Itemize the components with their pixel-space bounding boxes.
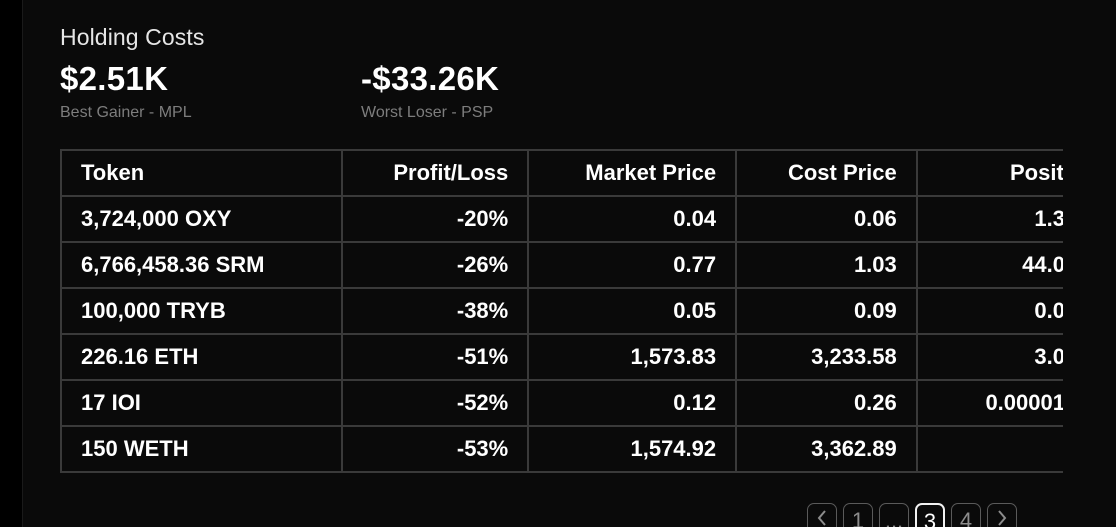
best-gainer-stat: $2.51K Best Gainer - MPL [60,60,192,122]
cell-market-price: 1,573.83 [527,333,738,381]
page-button-3[interactable]: 3 [915,503,945,527]
cell-token: 100,000 TRYB [60,287,343,335]
column-header-token[interactable]: Token [60,149,343,197]
cell-cost-price: 3,362.89 [735,425,918,473]
cell-profit-loss: -38% [340,287,530,335]
cell-position: 2% [915,425,1063,473]
page-button-1[interactable]: 1 [843,503,873,527]
column-header-profit-loss[interactable]: Profit/Loss [340,149,530,197]
cell-token: 3,724,000 OXY [60,195,343,243]
cell-position: 3.01% [915,333,1063,381]
pagination: 1 ... 3 4 [807,503,1017,527]
cell-position-value: 0.000018% [985,390,1063,415]
page-ellipsis[interactable]: ... [879,503,909,527]
table-row[interactable]: 226.16 ETH -51% 1,573.83 3,233.58 3.01% [60,333,1063,381]
cell-market-price: 0.12 [527,379,738,427]
cell-profit-loss: -20% [340,195,530,243]
cell-profit-loss: -51% [340,333,530,381]
column-header-market-price[interactable]: Market Price [527,149,738,197]
cell-token: 17 IOI [60,379,343,427]
cell-position-value: 44.01% [1022,252,1063,277]
next-page-button[interactable] [987,503,1017,527]
cell-position-value: 1.39% [1034,206,1063,231]
cell-token: 150 WETH [60,425,343,473]
cell-position: 44.01% [915,241,1063,289]
holding-costs-panel: Holding Costs $2.51K Best Gainer - MPL -… [22,0,1116,527]
cell-cost-price: 1.03 [735,241,918,289]
holdings-table-container[interactable]: Token Profit/Loss Market Price Cost Pric… [60,149,1063,486]
cell-cost-price: 0.06 [735,195,918,243]
cell-market-price: 1,574.92 [527,425,738,473]
column-header-position-label: Position [1009,160,1063,185]
table-row[interactable]: 17 IOI -52% 0.12 0.26 0.000018% [60,379,1063,427]
cell-profit-loss: -52% [340,379,530,427]
cell-cost-price: 0.09 [735,287,918,335]
best-gainer-label: Best Gainer - MPL [60,104,192,121]
column-header-cost-price[interactable]: Cost Price [735,149,918,197]
table-header-row: Token Profit/Loss Market Price Cost Pric… [60,149,1063,197]
worst-loser-stat: -$33.26K Worst Loser - PSP [361,60,499,122]
cell-cost-price: 3,233.58 [735,333,918,381]
cell-position: 1.39% [915,195,1063,243]
table-row[interactable]: 6,766,458.36 SRM -26% 0.77 1.03 44.01% [60,241,1063,289]
cell-position-value: 0.05% [1034,298,1063,323]
cell-token: 6,766,458.36 SRM [60,241,343,289]
column-header-position[interactable]: Position [915,149,1063,197]
cell-position-value: 3.01% [1034,344,1063,369]
chevron-right-icon [998,510,1007,526]
chevron-left-icon [817,510,826,526]
prev-page-button[interactable] [807,503,837,527]
cell-market-price: 0.05 [527,287,738,335]
cell-position: 0.000018% [915,379,1063,427]
cell-position: 0.05% [915,287,1063,335]
panel-title: Holding Costs [60,24,205,50]
cell-token: 226.16 ETH [60,333,343,381]
cell-market-price: 0.04 [527,195,738,243]
worst-loser-value: -$33.26K [361,60,500,97]
cell-position-value: 2% [937,436,1063,462]
worst-loser-label: Worst Loser - PSP [361,104,494,121]
best-gainer-value: $2.51K [60,60,169,97]
table-row[interactable]: 3,724,000 OXY -20% 0.04 0.06 1.39% [60,195,1063,243]
cell-cost-price: 0.26 [735,379,918,427]
cell-market-price: 0.77 [527,241,738,289]
cell-profit-loss: -53% [340,425,530,473]
holdings-table: Token Profit/Loss Market Price Cost Pric… [60,149,1063,473]
table-row[interactable]: 100,000 TRYB -38% 0.05 0.09 0.05% [60,287,1063,335]
cell-profit-loss: -26% [340,241,530,289]
table-row[interactable]: 150 WETH -53% 1,574.92 3,362.89 2% [60,425,1063,473]
page-button-4[interactable]: 4 [951,503,981,527]
